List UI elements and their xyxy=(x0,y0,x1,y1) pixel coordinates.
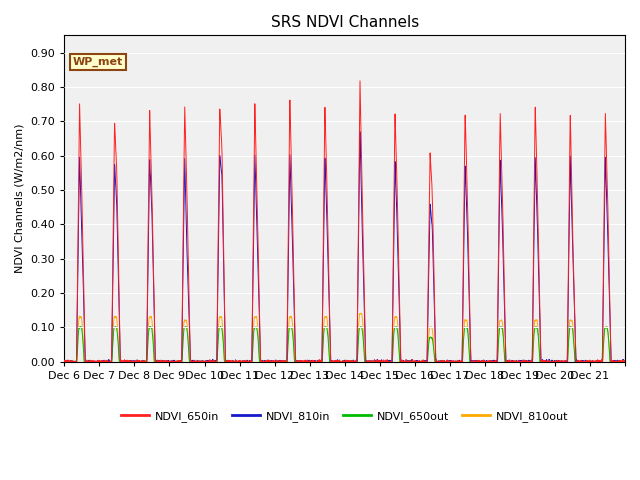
Legend: NDVI_650in, NDVI_810in, NDVI_650out, NDVI_810out: NDVI_650in, NDVI_810in, NDVI_650out, NDV… xyxy=(116,407,573,426)
Text: WP_met: WP_met xyxy=(73,57,123,67)
Title: SRS NDVI Channels: SRS NDVI Channels xyxy=(271,15,419,30)
Y-axis label: NDVI Channels (W/m2/nm): NDVI Channels (W/m2/nm) xyxy=(15,124,25,273)
